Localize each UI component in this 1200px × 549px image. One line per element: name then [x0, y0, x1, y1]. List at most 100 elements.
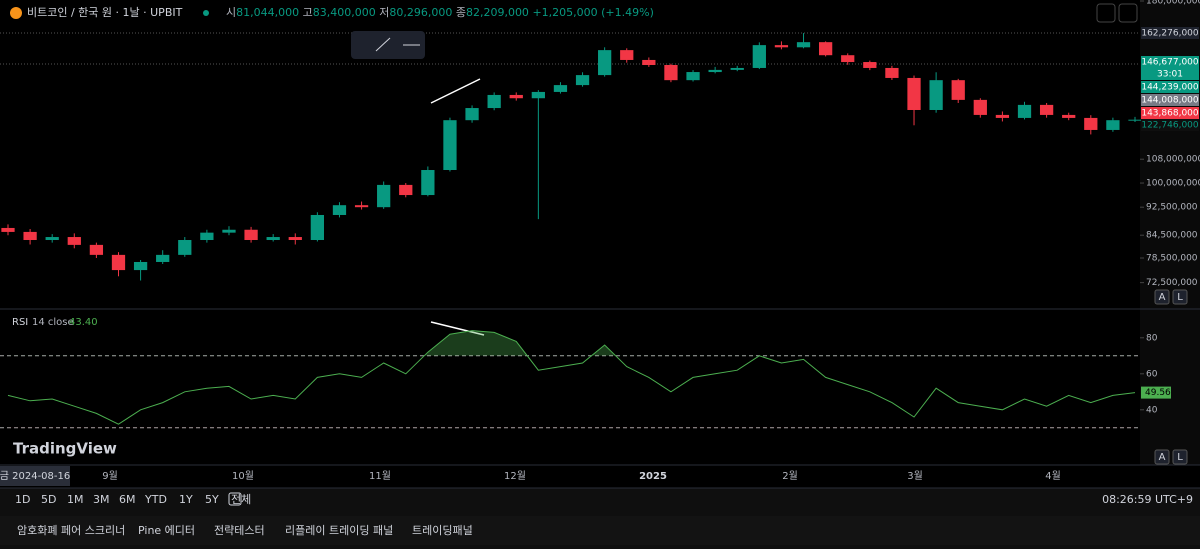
candle-body: [354, 205, 369, 208]
candle-body: [973, 99, 987, 115]
candle-body: [23, 231, 37, 241]
candle-body: [708, 69, 722, 73]
x-tick-label: 12월: [504, 470, 526, 482]
bottom-tab[interactable]: 트레이딩패널: [412, 524, 473, 537]
candle-body: [664, 64, 678, 81]
price-tag: 143,868,000: [1141, 109, 1199, 119]
candle-body: [443, 120, 457, 171]
indicator-value: 43.40: [69, 317, 98, 328]
candle-body: [332, 205, 347, 215]
y-tick-label: 78,500,000: [1146, 254, 1198, 264]
candle-body: [67, 237, 81, 245]
x-tick-label: 9월: [102, 470, 118, 482]
indicator-params: 14 close: [32, 317, 74, 328]
candle-body: [1106, 120, 1120, 130]
scale-button[interactable]: [1172, 289, 1188, 305]
scale-button[interactable]: [1154, 289, 1170, 305]
candle-body: [531, 91, 545, 99]
x-tick-label: 4월: [1045, 470, 1061, 482]
candle-body: [752, 45, 766, 68]
rsi-line: [7, 330, 1136, 425]
price-tag: 162,276,000: [1141, 29, 1199, 39]
candle-body: [244, 229, 258, 241]
status-dot: [203, 10, 209, 16]
candle-body: [885, 67, 899, 78]
candle-body: [841, 55, 855, 63]
range-button[interactable]: 6M: [119, 493, 136, 506]
price-tag: 144,239,000: [1141, 83, 1199, 93]
cursor-date-bg: [0, 466, 70, 486]
candle-body: [45, 237, 59, 241]
range-button[interactable]: 3M: [93, 493, 110, 506]
scale-button-label: L: [1177, 452, 1183, 463]
candle-body: [686, 72, 700, 81]
candle-body: [1084, 117, 1098, 130]
candle-body: [1017, 104, 1032, 118]
candle-body: [1062, 114, 1076, 118]
candle-body: [818, 42, 833, 56]
y-tick-label: 40: [1146, 405, 1158, 415]
candle-body: [907, 77, 921, 110]
price-tag-bg: [1141, 27, 1199, 39]
candle-body: [288, 237, 302, 241]
range-button[interactable]: 1M: [67, 493, 84, 506]
candle-body: [575, 75, 590, 86]
symbol[interactable]: 비트코인 / 한국 원 · 1날 · UPBIT: [27, 6, 183, 19]
y-tick-label: 92,500,000: [1146, 203, 1198, 213]
c-label: 종: [456, 6, 466, 19]
range-button[interactable]: 1Y: [179, 493, 193, 506]
candle-body: [111, 254, 126, 271]
y-tick-label: 108,000,000: [1146, 155, 1200, 165]
date-range-button[interactable]: [228, 492, 242, 506]
rsi-last-bg: [1141, 386, 1171, 399]
candle-body: [89, 244, 104, 255]
y-tick-label: 84,500,000: [1146, 231, 1198, 241]
range-button[interactable]: 1D: [15, 493, 30, 506]
candle-body: [598, 50, 612, 76]
candle-body: [642, 59, 656, 65]
scale-button[interactable]: [1154, 449, 1170, 465]
candle-body: [1128, 119, 1142, 121]
candle-body: [796, 42, 811, 48]
download-button[interactable]: [1096, 3, 1116, 23]
cursor-date: 금 2024-08-16: [0, 470, 70, 482]
bottom-tab[interactable]: Pine 에디터: [138, 524, 195, 537]
scale-button[interactable]: [1172, 449, 1188, 465]
rsi-trendline-drawing[interactable]: [430, 321, 485, 336]
candle-body: [774, 45, 789, 48]
ohlc: 시81,044,000 고83,400,000 저80,296,000 종82,…: [226, 6, 654, 19]
indicator-title: RSI: [12, 317, 28, 328]
candle-body: [995, 114, 1010, 118]
h-value: 83,400,000: [313, 6, 376, 19]
clock: 08:26:59 UTC+9: [1102, 493, 1193, 506]
drawing-toolbar[interactable]: [351, 31, 425, 59]
change: +1,205,000 (+1.49%): [532, 6, 653, 19]
price-tag-bg: [1141, 68, 1199, 80]
range-button[interactable]: 5Y: [205, 493, 219, 506]
trendline-tool[interactable]: [375, 37, 391, 52]
x-tick-label: 11월: [369, 470, 391, 482]
y-tick-label: 60: [1146, 369, 1158, 379]
range-button[interactable]: YTD: [144, 493, 167, 506]
candle-body: [951, 80, 965, 100]
candle-body: [465, 108, 479, 121]
fullscreen-button[interactable]: [1118, 3, 1138, 23]
bottom-tab[interactable]: 리플레이 트레이딩 패널: [285, 524, 393, 537]
y-tick-label: 100,000,000: [1146, 179, 1200, 189]
price-tag-bg: [1141, 81, 1199, 93]
candle-body: [399, 184, 413, 196]
price-tag: 144,008,000: [1141, 96, 1199, 106]
y-tick-label: 80: [1146, 333, 1158, 343]
price-tag-bg: [1141, 119, 1199, 131]
candle-body: [133, 261, 148, 271]
bottom-tab[interactable]: 암호화폐 페어 스크리너: [17, 524, 125, 537]
bottom-tab[interactable]: 전략테스터: [214, 524, 265, 537]
range-button[interactable]: 5D: [41, 493, 56, 506]
trendline-drawing[interactable]: [430, 78, 481, 104]
price-tag: 146,677,000: [1141, 58, 1199, 68]
candle-body: [1039, 104, 1054, 115]
l-label: 저: [379, 6, 389, 19]
x-tick-label: 2월: [782, 470, 798, 482]
